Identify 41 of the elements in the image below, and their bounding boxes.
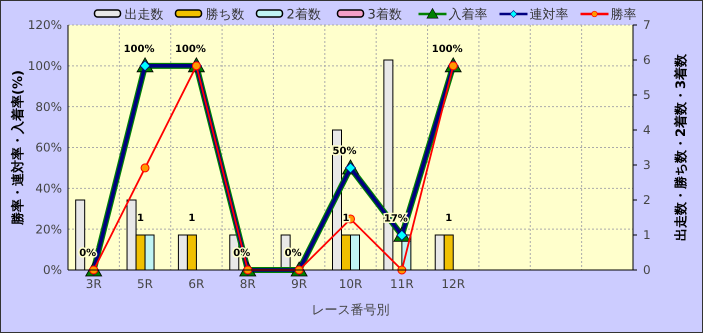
x-tick-label: 8R <box>240 277 256 291</box>
point <box>140 163 150 172</box>
x-axis-title: レース番号別 <box>312 303 390 318</box>
data-label: 17% <box>384 213 408 224</box>
y2-tick-label: 2 <box>643 193 651 208</box>
legend-label: 入着率 <box>448 6 488 23</box>
x-tick-label: 10R <box>338 277 362 291</box>
x-tick-label: 6R <box>188 277 204 291</box>
y2-tick-label: 7 <box>643 18 651 32</box>
data-label: 100% <box>124 44 154 55</box>
data-label: 1 <box>445 213 452 224</box>
y-tick-label: 80% <box>35 100 62 114</box>
y2-tick-label: 5 <box>643 88 651 102</box>
y2-tick-label: 4 <box>643 123 651 138</box>
legend-label: 連対率 <box>530 6 568 23</box>
y-tick-label: 20% <box>35 222 62 236</box>
y2-axis-title: 出走数・勝ち数・2着数・3着数 <box>673 52 689 242</box>
x-tick-label: 9R <box>291 277 308 291</box>
x-tick-label: 11R <box>390 277 414 291</box>
legend-label: 2着数 <box>286 6 321 23</box>
y2-tick-label: 0 <box>643 263 651 278</box>
y-tick-label: 100% <box>28 59 62 74</box>
x-tick-label: 3R <box>86 277 102 291</box>
legend-label: 勝率 <box>610 6 636 23</box>
legend-label: 3着数 <box>368 6 402 23</box>
legend-label: 出走数 <box>124 8 164 23</box>
data-label: 1 <box>137 213 144 224</box>
y2-tick-label: 3 <box>643 158 651 172</box>
y-axis-title: 勝率・連対率・入着率(%) <box>10 70 26 226</box>
data-label: 100% <box>432 44 463 55</box>
y2-tick-label: 1 <box>643 228 651 242</box>
data-label: 100% <box>174 44 206 55</box>
y-tick-label: 60% <box>35 140 62 155</box>
data-label: 1 <box>188 213 196 224</box>
y-tick-label: 0% <box>42 263 62 278</box>
legend-label: 勝ち数 <box>206 8 244 23</box>
x-tick-label: 5R <box>137 277 154 291</box>
y-tick-label: 40% <box>35 182 62 196</box>
y2-tick-label: 6 <box>643 53 651 68</box>
y-tick-label: 120% <box>28 18 62 32</box>
x-tick-label: 12R <box>441 277 466 291</box>
